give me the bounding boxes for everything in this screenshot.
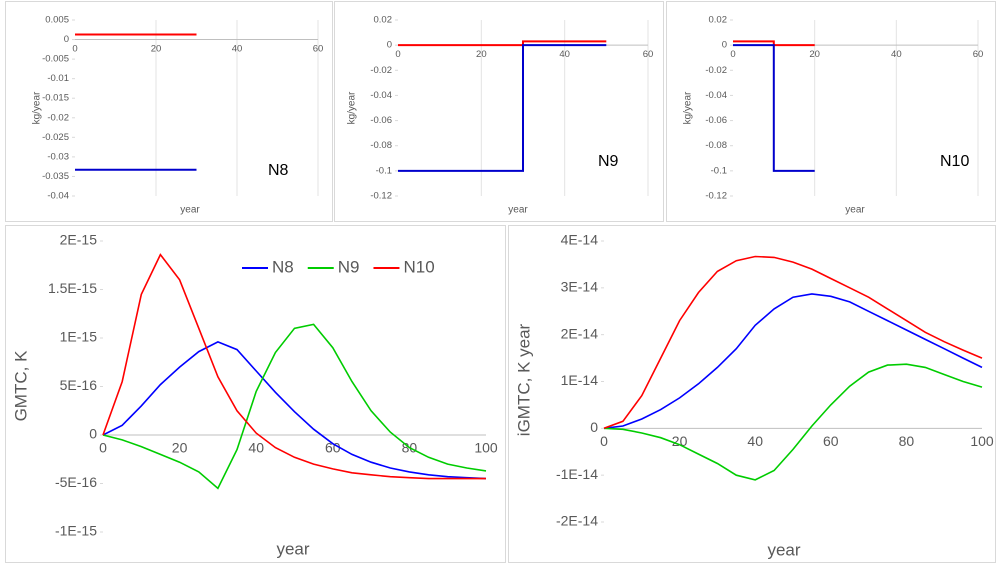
x-axis-label: year [180, 205, 200, 216]
x-tick-label: 0 [395, 49, 400, 60]
y-tick-label: 4E-14 [561, 232, 599, 248]
x-tick-label: 100 [970, 433, 994, 449]
y-tick-label: 0 [64, 34, 69, 45]
y-tick-label: -2E-14 [556, 513, 598, 529]
legend-label: N8 [272, 257, 294, 276]
panel-border [666, 1, 996, 222]
y-tick-label: 3E-14 [561, 279, 599, 295]
y-tick-label: 2E-15 [60, 232, 98, 248]
y-tick-label: 1.5E-15 [48, 280, 97, 296]
panel-border [508, 225, 996, 563]
y-tick-label: -0.08 [705, 140, 727, 151]
y-tick-label: -0.02 [370, 65, 392, 76]
x-tick-label: 20 [151, 44, 162, 55]
x-tick-label: 0 [730, 49, 735, 60]
series-line [102, 323, 487, 490]
x-tick-label: 0 [600, 433, 608, 449]
series-line [102, 341, 487, 480]
y-tick-label: -0.02 [705, 65, 727, 76]
x-axis-label: year [845, 205, 865, 216]
y-tick-label: 5E-16 [60, 377, 98, 393]
y-tick-label: -0.12 [370, 191, 392, 202]
y-tick-label: -0.1 [376, 165, 392, 176]
x-tick-label: 60 [325, 440, 341, 456]
y-tick-label: -0.015 [42, 93, 69, 104]
y-tick-label: 0.02 [709, 15, 728, 26]
x-tick-label: 40 [891, 49, 902, 60]
legend-label: N10 [403, 257, 434, 276]
x-tick-label: 40 [248, 440, 264, 456]
panel-border [334, 1, 664, 222]
y-tick-label: 2E-14 [561, 325, 599, 341]
y-tick-label: -0.01 [47, 73, 69, 84]
x-tick-label: 40 [747, 433, 763, 449]
y-tick-label: -5E-16 [55, 474, 97, 490]
y-tick-label: 0.005 [45, 15, 69, 26]
y-tick-label: -0.025 [42, 132, 69, 143]
y-axis-label: kg/year [347, 91, 358, 124]
x-tick-label: 60 [313, 44, 324, 55]
y-tick-label: 0 [387, 40, 392, 51]
y-tick-label: -0.04 [705, 90, 727, 101]
y-axis-label: kg/year [32, 91, 43, 124]
x-tick-label: 60 [643, 49, 654, 60]
x-axis-label: year [767, 540, 800, 559]
y-tick-label: 1E-14 [561, 372, 599, 388]
y-tick-label: 0 [89, 426, 97, 442]
x-tick-label: 40 [559, 49, 570, 60]
y-tick-label: -0.1 [711, 165, 727, 176]
x-tick-label: 100 [474, 440, 498, 456]
annotation: N10 [940, 153, 969, 170]
panel-border [5, 1, 333, 222]
annotation: N9 [598, 153, 619, 170]
legend-label: N9 [338, 257, 360, 276]
x-tick-label: 20 [809, 49, 820, 60]
y-axis-label: GMTC, K [11, 350, 30, 421]
series-line [603, 363, 983, 481]
y-tick-label: -0.08 [370, 140, 392, 151]
series-line [733, 40, 815, 47]
x-tick-label: 60 [973, 49, 984, 60]
y-tick-label: -0.04 [47, 191, 69, 202]
y-tick-label: -0.035 [42, 171, 69, 182]
x-axis-label: year [276, 539, 309, 558]
series-line [398, 40, 607, 47]
x-tick-label: 20 [476, 49, 487, 60]
y-tick-label: -1E-14 [556, 466, 598, 482]
series-line [102, 253, 486, 480]
series-line [603, 255, 983, 430]
y-tick-label: -0.12 [705, 191, 727, 202]
x-tick-label: 20 [672, 433, 688, 449]
series-line [603, 293, 983, 430]
series-line [398, 44, 607, 172]
y-tick-label: -0.04 [370, 90, 392, 101]
y-tick-label: -0.06 [705, 115, 727, 126]
y-axis-label: kg/year [683, 91, 694, 124]
x-axis-label: year [508, 205, 528, 216]
y-tick-label: -0.03 [47, 151, 69, 162]
y-tick-label: -1E-15 [55, 523, 97, 539]
y-tick-label: 0.02 [374, 15, 393, 26]
y-tick-label: 1E-15 [60, 329, 98, 345]
y-tick-label: -0.06 [370, 115, 392, 126]
annotation: N8 [268, 162, 289, 179]
y-axis-label: iGMTC, K year [514, 323, 533, 436]
y-tick-label: 0 [722, 40, 727, 51]
x-tick-label: 0 [99, 440, 107, 456]
x-tick-label: 40 [232, 44, 243, 55]
y-tick-label: -0.005 [42, 54, 69, 65]
x-tick-label: 80 [899, 433, 915, 449]
y-tick-label: 0 [590, 419, 598, 435]
y-tick-label: -0.02 [47, 112, 69, 123]
x-tick-label: 60 [823, 433, 839, 449]
x-tick-label: 0 [72, 44, 77, 55]
series-line [733, 44, 815, 172]
x-tick-label: 20 [172, 440, 188, 456]
